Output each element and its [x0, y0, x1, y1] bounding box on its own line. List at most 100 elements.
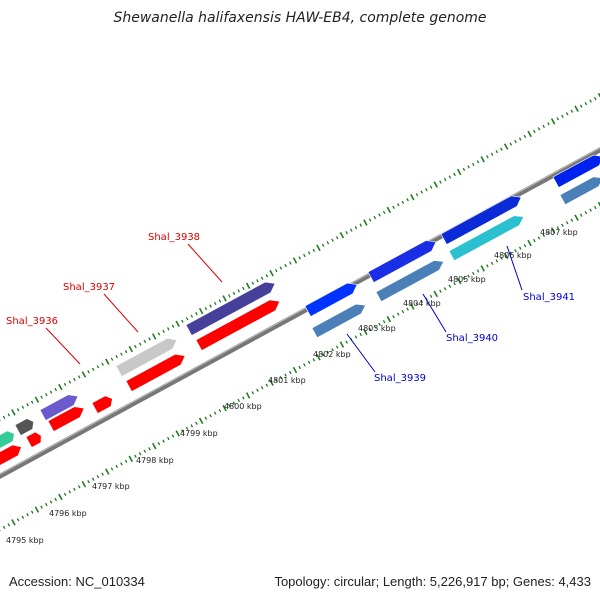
minor-tick	[7, 413, 11, 417]
minor-tick	[537, 127, 541, 131]
major-tick	[456, 277, 462, 285]
minor-tick	[354, 335, 358, 339]
major-tick	[128, 345, 134, 353]
minor-tick	[523, 134, 527, 139]
major-tick	[11, 519, 16, 526]
gene-arrow-forward-outer	[185, 281, 276, 336]
kbp-labels: 4795 kbp 4796 kbp 4797 kbp 4798 kbp 4799…	[6, 228, 578, 545]
minor-tick	[30, 510, 34, 514]
minor-tick	[279, 375, 283, 380]
minor-tick	[157, 332, 161, 336]
minor-tick	[256, 279, 259, 283]
minor-tick	[167, 436, 170, 441]
minor-tick	[143, 339, 147, 344]
minor-tick	[472, 162, 475, 166]
major-tick	[410, 194, 415, 201]
minor-tick	[218, 408, 222, 413]
gene-arrow-forward	[125, 353, 186, 392]
major-tick	[245, 392, 251, 399]
minor-tick	[453, 282, 456, 286]
major-tick	[175, 320, 180, 327]
minor-tick	[533, 238, 536, 243]
minor-tick	[148, 447, 151, 451]
minor-tick	[561, 114, 564, 118]
backbone-highlight	[0, 147, 600, 475]
minor-tick	[289, 261, 292, 265]
minor-tick	[101, 472, 104, 476]
minor-tick	[40, 505, 43, 509]
minor-tick	[21, 515, 25, 519]
minor-tick	[443, 177, 447, 182]
minor-tick	[134, 454, 137, 458]
minor-tick	[420, 190, 423, 194]
minor-tick	[157, 441, 161, 446]
minor-tick	[415, 302, 419, 306]
major-tick	[245, 282, 251, 289]
major-tick	[58, 493, 63, 501]
minor-tick	[579, 104, 583, 108]
minor-tick	[547, 122, 550, 126]
minor-tick	[509, 142, 513, 146]
major-tick	[222, 295, 227, 302]
gene-label-shal-3936: Shal_3936	[6, 316, 58, 327]
minor-tick	[373, 325, 377, 329]
minor-tick	[171, 324, 175, 328]
minor-tick	[439, 289, 442, 293]
minor-tick	[265, 383, 269, 387]
minor-tick	[209, 414, 212, 418]
minor-tick	[382, 320, 386, 324]
minor-tick	[373, 215, 377, 220]
minor-tick	[124, 349, 128, 354]
minor-tick	[49, 390, 53, 394]
minor-tick	[439, 180, 442, 184]
minor-tick	[148, 337, 151, 341]
minor-tick	[392, 315, 395, 319]
major-tick	[574, 214, 579, 221]
kbp-label: 4807 kbp	[540, 228, 578, 237]
major-tick	[316, 244, 321, 252]
minor-tick	[490, 261, 494, 266]
kbp-label: 4799 kbp	[180, 429, 218, 438]
minor-tick	[542, 124, 545, 128]
map-title: Shewanella halifaxensis HAW-EB4, complet…	[113, 10, 486, 26]
minor-tick	[345, 340, 348, 344]
minor-tick	[533, 129, 536, 134]
kbp-label: 4800 kbp	[224, 402, 262, 411]
minor-tick	[96, 474, 100, 479]
major-tick	[363, 219, 368, 226]
minor-tick	[312, 358, 316, 362]
minor-tick	[77, 485, 81, 489]
minor-tick	[162, 439, 165, 443]
callout-line	[346, 333, 376, 373]
minor-tick	[368, 218, 372, 222]
minor-tick	[453, 172, 456, 177]
major-tick	[269, 379, 274, 386]
minor-tick	[579, 213, 583, 217]
minor-tick	[518, 246, 522, 250]
minor-tick	[429, 294, 433, 299]
minor-tick	[167, 327, 170, 331]
kbp-label: 4803 kbp	[358, 324, 396, 333]
major-tick	[527, 239, 532, 247]
genome-backbone	[0, 147, 600, 479]
minor-tick	[406, 198, 409, 202]
minor-tick	[331, 238, 334, 242]
major-tick	[456, 168, 462, 176]
callout-line	[506, 245, 523, 291]
minor-tick	[181, 429, 184, 433]
minor-tick	[242, 286, 245, 290]
major-tick	[316, 354, 321, 361]
minor-tick	[448, 284, 452, 288]
minor-tick	[382, 210, 386, 215]
minor-tick	[542, 233, 545, 238]
kbp-label: 4802 kbp	[313, 350, 351, 359]
gene-label-shal-3937: Shal_3937	[63, 282, 115, 293]
callout-line	[45, 327, 81, 365]
minor-tick	[242, 396, 245, 400]
minor-tick	[495, 259, 499, 263]
minor-tick	[228, 403, 231, 408]
minor-tick	[274, 378, 278, 382]
minor-tick	[490, 152, 494, 156]
minor-tick	[284, 373, 287, 377]
major-tick	[480, 265, 485, 272]
